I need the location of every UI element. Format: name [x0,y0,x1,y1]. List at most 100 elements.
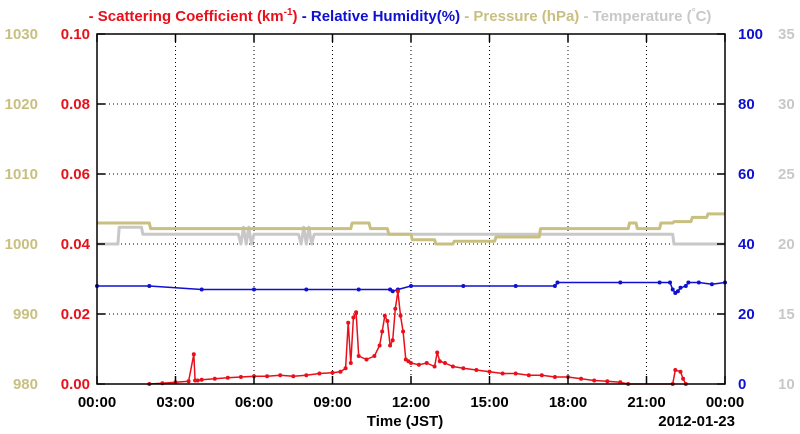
scattering-tick-label: 0.02 [61,306,90,323]
humidity-point [390,289,395,294]
humidity-point [675,289,680,294]
scattering-point [191,352,196,357]
humidity-tick-label: 40 [738,236,755,253]
pressure-tick-label: 1030 [5,26,38,43]
humidity-point [670,287,675,292]
humidity-point [552,284,557,288]
x-tick-label: 15:00 [470,394,508,411]
scattering-point [539,373,544,378]
scattering-point [443,361,447,365]
humidity-tick-label: 60 [738,166,755,183]
x-tick-label: 03:00 [156,394,194,411]
temperature-axis-labels: 10 15 20 25 30 35 [778,26,795,393]
pressure-tick-label: 1020 [5,96,38,113]
pressure-tick-label: 1010 [5,166,38,183]
humidity-point [709,282,714,287]
humidity-point [304,287,309,292]
scattering-point [388,343,393,348]
pressure-series-line [97,212,725,246]
scattering-point [592,378,597,383]
scattering-point [681,376,686,381]
scattering-point [330,370,335,375]
grid-lines [97,34,725,384]
scattering-point [225,375,230,380]
temperature-tick-label: 20 [778,236,795,253]
scattering-point [390,338,395,343]
scattering-point [579,376,584,381]
x-axis-tick-labels: 00:00 03:00 06:00 09:00 12:00 15:00 18:00 21:00… [78,394,744,411]
humidity-point [409,284,413,288]
scattering-axis-labels: 0.00 0.02 0.04 0.06 0.08 0.10 [61,26,91,393]
humidity-point [252,287,256,292]
scattering-point [199,377,204,382]
legend-item-pressure: Pressure (hPa) [473,8,579,25]
humidity-point [513,284,518,288]
scattering-series-line [149,290,687,385]
scattering-point [380,329,385,334]
scattering-point [291,374,296,379]
scattering-point [401,329,406,334]
temperature-tick-label: 25 [778,166,795,183]
x-tick-label: 21:00 [627,394,665,411]
scattering-point [348,361,353,365]
scattering-point [409,361,413,365]
scattering-point [393,306,398,311]
scattering-point [526,373,531,378]
scattering-point [356,354,361,358]
scattering-point [513,371,518,376]
legend-superscript: ° [692,7,696,18]
pressure-tick-label: 1000 [5,236,38,253]
pressure-axis-labels: 980 990 1000 1010 1020 1030 [5,26,38,393]
scattering-point [317,371,322,376]
x-tick-label: 00:00 [78,394,116,411]
humidity-point [678,285,683,290]
legend-item-temperature: Temperature ( [593,8,692,25]
scattering-point [605,379,610,384]
legend-close: ) [293,8,298,25]
scattering-point [450,364,455,369]
scattering-point [432,364,437,369]
scattering-point [377,343,382,348]
scattering-point [437,359,442,364]
scattering-point [238,375,243,379]
humidity-axis-labels: 0 20 40 60 80 100 [738,26,763,393]
scattering-tick-label: 0.04 [61,236,91,253]
scattering-tick-label: 0.08 [61,96,90,113]
scattering-point [416,362,421,367]
scattering-point [351,315,356,320]
legend-dash: - [89,8,94,25]
scattering-point [395,289,400,294]
legend-superscript: -1 [284,7,293,18]
scattering-point [338,369,343,374]
scattering-point [382,313,387,318]
humidity-tick-label: 0 [738,376,746,393]
legend-close: C) [696,8,712,25]
scattering-point [385,319,390,323]
humidity-point [618,280,623,285]
temperature-tick-label: 15 [778,306,795,323]
scattering-tick-label: 0.00 [61,376,90,393]
scattering-point [552,375,557,379]
humidity-point [147,284,152,288]
scattering-point [435,350,440,355]
tick-marks [96,33,726,385]
scattering-tick-label: 0.06 [61,166,90,183]
x-axis-title: Time (JST) [367,413,443,430]
scattering-point [343,366,348,371]
legend-dash: - [464,8,469,25]
scattering-point [304,373,309,378]
humidity-point [686,280,691,285]
legend-item-scattering: Scattering Coefficient (km [98,8,284,25]
x-tick-label: 06:00 [235,394,273,411]
humidity-point [356,287,361,292]
scattering-point [500,371,505,376]
humidity-point [683,284,688,288]
scattering-point [474,368,479,372]
humidity-point [461,284,466,288]
scattering-point [265,374,270,379]
scattering-tick-label: 0.10 [61,26,90,43]
scattering-point [398,313,403,318]
humidity-tick-label: 80 [738,96,755,113]
